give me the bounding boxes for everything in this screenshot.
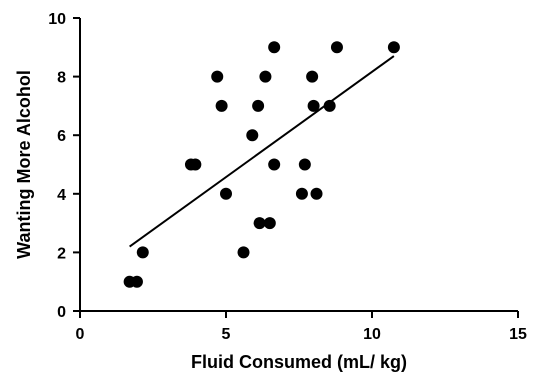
y-tick-label-0: 0: [57, 304, 66, 321]
data-point-4: [189, 158, 202, 171]
data-point-5: [211, 70, 224, 83]
y-tick-label-2: 4: [57, 187, 66, 204]
data-point-18: [306, 70, 319, 83]
data-point-7: [220, 187, 232, 200]
y-tick-label-4: 8: [57, 70, 66, 87]
data-points: [123, 41, 400, 288]
y-axis-title: Wanting More Alcohol: [14, 70, 34, 259]
x-axis-tick-labels: 0 5 10 15: [76, 326, 527, 343]
data-point-22: [330, 41, 343, 54]
data-point-17: [298, 158, 311, 171]
y-tick-label-1: 2: [57, 245, 66, 262]
data-point-8: [237, 246, 250, 259]
data-point-15: [268, 158, 281, 171]
data-point-1: [130, 275, 143, 288]
y-axis: 0 2 4 6 8 10 Wanting More Alcohol: [14, 11, 81, 321]
y-tick-label-5: 10: [48, 11, 66, 28]
y-axis-ticks: [73, 17, 80, 312]
data-point-6: [215, 99, 228, 112]
data-point-10: [252, 99, 265, 112]
x-axis-ticks: [79, 311, 519, 318]
x-tick-label-2: 10: [363, 326, 381, 343]
x-tick-label-1: 5: [222, 326, 231, 343]
data-point-16: [295, 187, 308, 200]
y-tick-label-3: 6: [57, 128, 66, 145]
x-axis-title: Fluid Consumed (mL/ kg): [191, 352, 407, 372]
data-point-9: [246, 129, 259, 142]
regression-line: [129, 55, 395, 248]
x-axis: 0 5 10 15 Fluid Consumed (mL/ kg): [76, 310, 527, 372]
data-point-19: [307, 99, 320, 112]
x-tick-label-3: 15: [509, 326, 527, 343]
data-point-20: [310, 187, 323, 200]
data-point-14: [268, 41, 281, 54]
data-point-13: [263, 217, 276, 230]
data-point-11: [253, 217, 266, 230]
y-axis-tick-labels: 0 2 4 6 8 10: [48, 11, 66, 321]
data-point-23: [387, 41, 400, 54]
data-point-12: [259, 70, 272, 83]
x-tick-label-0: 0: [76, 326, 85, 343]
data-point-21: [323, 99, 336, 112]
data-point-2: [136, 246, 149, 259]
